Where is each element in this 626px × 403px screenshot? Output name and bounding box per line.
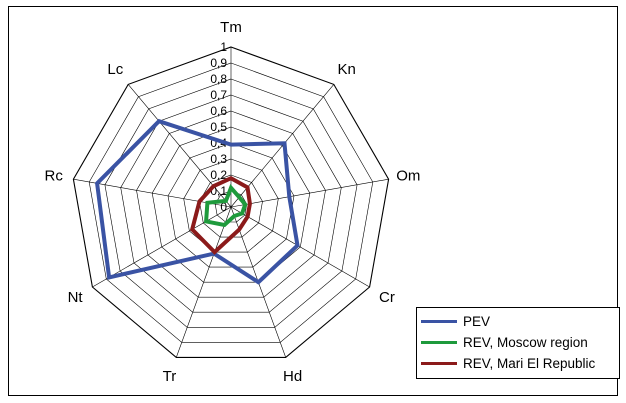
series-line bbox=[94, 118, 300, 285]
grid-spoke bbox=[230, 178, 389, 208]
category-label: Kn bbox=[338, 61, 356, 78]
grid-ring bbox=[120, 94, 342, 313]
category-labels: Tm Kn Om Cr Hd Tr Nt Rc Lc bbox=[45, 19, 421, 385]
legend-label: REV, Moscow region bbox=[463, 335, 588, 350]
grid-spoke bbox=[230, 206, 370, 288]
tick-label: 1 bbox=[220, 40, 227, 54]
grid-ring bbox=[88, 62, 374, 343]
chart-frame: 0 0,1 0,2 0,3 0,4 0,5 0,6 0,7 0,8 0,9 1 Tm Kn Om Cr Hd… bbox=[8, 6, 620, 396]
legend-swatch-rev-mari-el bbox=[421, 362, 457, 365]
tick-label: 0 bbox=[220, 200, 227, 214]
series-line bbox=[189, 175, 252, 255]
legend-label: PEV bbox=[463, 314, 491, 329]
tick-label: 0,8 bbox=[210, 72, 227, 86]
grid-ring bbox=[104, 78, 358, 328]
category-label: Hd bbox=[283, 368, 302, 385]
tick-label: 0,3 bbox=[210, 152, 227, 166]
tick-label: 0,6 bbox=[210, 104, 227, 118]
radar-grid bbox=[72, 46, 390, 358]
legend-item: REV, Moscow region bbox=[421, 332, 615, 353]
grid-ring bbox=[72, 46, 390, 358]
grid-ring bbox=[151, 126, 311, 283]
category-label: Cr bbox=[379, 289, 395, 306]
tick-label: 0,7 bbox=[210, 88, 227, 102]
category-label: Rc bbox=[45, 168, 64, 185]
radial-tick-labels: 00,10,20,30,40,50,60,70,80,91 bbox=[210, 40, 227, 214]
legend-label: REV, Mari El Republic bbox=[463, 356, 596, 371]
legend: PEV REV, Moscow region REV, Mari El Repu… bbox=[416, 307, 620, 379]
category-label: Nt bbox=[68, 289, 84, 306]
tick-label: 0,5 bbox=[210, 120, 227, 134]
category-label: Tm bbox=[220, 19, 242, 36]
tick-label: 0,9 bbox=[210, 56, 227, 70]
radar-chart: 00,10,20,30,40,50,60,70,80,91 TmKnOmCrHd… bbox=[45, 19, 421, 385]
category-label: Tr bbox=[163, 368, 177, 385]
legend-item: PEV bbox=[421, 311, 615, 332]
grid-spoke bbox=[73, 178, 232, 208]
grid-ring bbox=[136, 110, 326, 298]
category-label: Lc bbox=[107, 61, 123, 78]
legend-swatch-rev-moscow bbox=[421, 341, 457, 344]
tick-label: 0,2 bbox=[210, 168, 227, 182]
category-label: Om bbox=[396, 168, 420, 185]
legend-swatch-pev bbox=[421, 320, 457, 323]
grid-ring bbox=[183, 158, 279, 253]
grid-ring bbox=[167, 142, 295, 268]
series-line bbox=[203, 183, 248, 228]
grid-ring bbox=[214, 190, 248, 223]
data-series bbox=[94, 118, 300, 285]
legend-item: REV, Mari El Republic bbox=[421, 353, 615, 374]
grid-spoke bbox=[176, 206, 232, 358]
